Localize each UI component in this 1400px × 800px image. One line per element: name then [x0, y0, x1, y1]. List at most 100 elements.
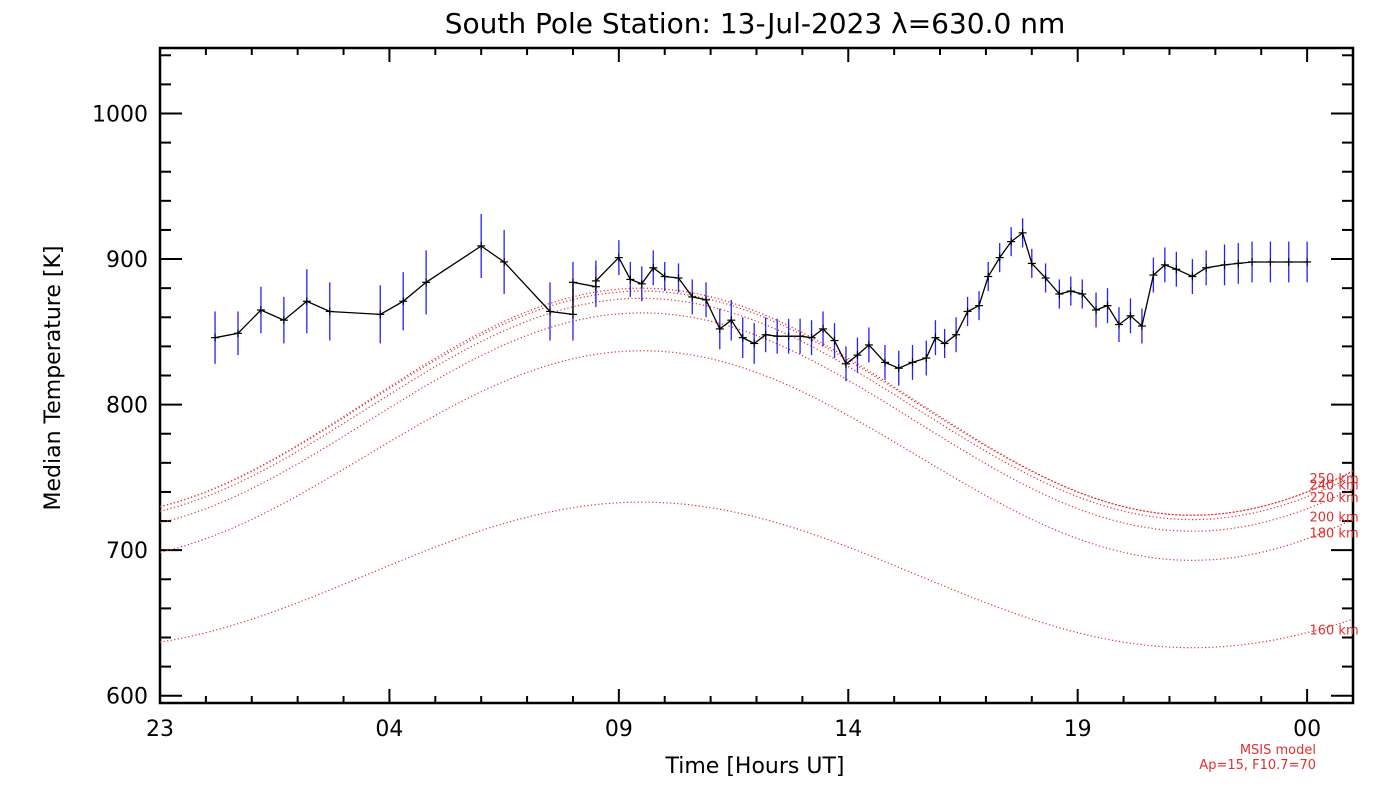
data-point [819, 324, 828, 333]
data-point [773, 332, 782, 341]
data-point [1018, 228, 1027, 237]
data-point [688, 292, 697, 301]
model-curve-label: 200 km [1309, 510, 1358, 525]
x-axis-ticks: 23 04 09 14 19 00 [146, 48, 1354, 742]
data-point [931, 333, 940, 342]
data-point [830, 336, 839, 345]
data-point [922, 354, 931, 363]
data-point [1027, 259, 1036, 268]
model-note-line-2: Ap=15, F10.7=70 [1199, 758, 1316, 773]
x-axis-label: Time [Hours UT] [665, 754, 845, 779]
measured-line [214, 231, 1308, 369]
data-point [477, 241, 486, 250]
x-tick-label: 23 [146, 717, 174, 742]
data-point [1202, 263, 1211, 272]
data-point [376, 310, 385, 319]
data-point [279, 316, 288, 325]
plot-frame [158, 46, 1355, 705]
x-tick-label: 00 [1293, 717, 1321, 742]
data-point [256, 306, 265, 314]
data-point [738, 333, 747, 342]
model-curve-label: 240 km [1309, 478, 1358, 493]
data-point [761, 330, 770, 339]
measured-temperature-series [211, 213, 1312, 386]
data-point [674, 273, 683, 282]
data-point [853, 351, 862, 360]
data-point [1188, 272, 1197, 281]
data-point [568, 310, 577, 319]
data-point [591, 276, 600, 285]
y-tick-label: 700 [106, 539, 148, 564]
data-point [1066, 287, 1075, 296]
data-point [796, 332, 805, 341]
model-curve [159, 312, 1354, 532]
data-point [399, 297, 408, 306]
data-point [614, 253, 623, 262]
data-point [807, 333, 816, 342]
data-point [894, 364, 903, 373]
data-point [864, 340, 873, 349]
data-point [1007, 237, 1016, 246]
data-point [1248, 257, 1257, 266]
data-point [715, 324, 724, 333]
model-curve [159, 290, 1354, 516]
model-curve [159, 501, 1354, 649]
data-point [702, 295, 711, 304]
data-point [784, 332, 793, 341]
data-point [1303, 257, 1312, 266]
data-point [952, 330, 961, 339]
y-tick-label: 1000 [92, 103, 148, 128]
data-point [963, 307, 972, 316]
model-curve [159, 297, 1354, 521]
data-point [1055, 289, 1064, 298]
data-point [975, 301, 984, 310]
data-point [660, 272, 669, 281]
model-curve-label: 220 km [1309, 491, 1358, 506]
data-point [1160, 260, 1169, 269]
model-note-line-1: MSIS model [1240, 743, 1316, 758]
data-point [841, 359, 850, 368]
model-curve-label: 180 km [1309, 527, 1358, 542]
y-tick-label: 800 [106, 394, 148, 419]
data-point [880, 358, 889, 367]
x-tick-label: 04 [375, 717, 403, 742]
data-point [984, 272, 993, 281]
data-point [940, 339, 949, 348]
data-point [568, 278, 577, 287]
x-tick-label: 09 [605, 717, 633, 742]
y-axis-ticks: 600 700 800 900 1000 [92, 54, 1353, 710]
data-point [1220, 260, 1229, 269]
chart-title: South Pole Station: 13-Jul-2023 λ=630.0 … [445, 7, 1066, 40]
data-point [302, 297, 311, 306]
data-point [500, 257, 509, 266]
data-point [1234, 259, 1243, 268]
y-tick-label: 600 [106, 685, 148, 710]
data-point [908, 358, 917, 367]
model-curve [159, 287, 1354, 516]
data-point [637, 279, 646, 288]
data-point [211, 333, 220, 342]
model-curve-label: 160 km [1309, 623, 1358, 638]
data-point [1103, 301, 1112, 310]
data-point [626, 275, 635, 284]
data-point [1041, 273, 1050, 282]
data-point [1172, 265, 1181, 274]
y-tick-label: 900 [106, 248, 148, 273]
y-axis-label: Median Temperature [K] [41, 246, 66, 511]
model-curve-label: 250 km [1309, 472, 1358, 487]
data-point [422, 278, 431, 287]
data-point [234, 329, 243, 338]
data-point [750, 339, 759, 348]
x-tick-label: 14 [834, 717, 862, 742]
x-tick-label: 19 [1064, 717, 1092, 742]
data-point [1126, 311, 1135, 320]
data-point [995, 253, 1004, 262]
data-point [1137, 322, 1146, 331]
model-curve [159, 350, 1354, 562]
data-point [727, 316, 736, 325]
data-point [1266, 257, 1275, 266]
data-point [1114, 320, 1123, 329]
data-point [1078, 289, 1087, 298]
